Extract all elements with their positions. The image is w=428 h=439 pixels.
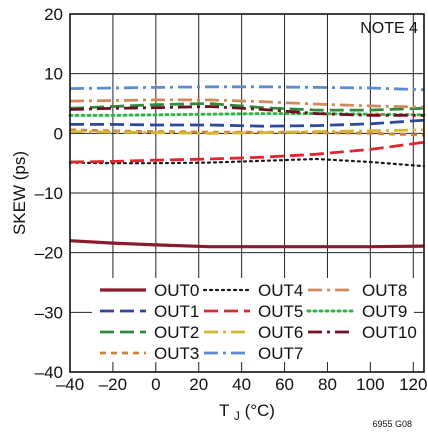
- y-tick-label: 20: [44, 5, 63, 24]
- x-tick-label: 100: [356, 375, 384, 394]
- y-axis-label: SKEW (ps): [10, 151, 29, 235]
- plot-frame: [69, 13, 425, 373]
- tick-labels: –40 –20 0 20 40 60 80 100 120 –40 –30 –20 –10 0 10 20: [35, 5, 428, 394]
- series-line-out2: [69, 102, 425, 112]
- series-line-out10: [69, 105, 424, 117]
- series-line-out7: [69, 85, 425, 92]
- series-line-out6: [69, 128, 425, 135]
- x-tick-label: 20: [189, 375, 208, 394]
- x-tick-label: –40: [56, 375, 84, 394]
- series-line-out1: [70, 118, 425, 128]
- legend-label-out6: OUT6: [258, 323, 303, 342]
- legend-label-out5: OUT5: [258, 302, 303, 321]
- series-line-out0: [69, 239, 425, 249]
- legend-label-out10: OUT10: [362, 323, 417, 342]
- legend-label-out2: OUT2: [154, 323, 199, 342]
- legend-background: [92, 278, 414, 362]
- x-axis-label-subscript: J: [234, 409, 240, 423]
- x-axis-label-main: T: [219, 401, 229, 420]
- x-tick-label: 0: [151, 375, 160, 394]
- series-line-out8: [69, 98, 425, 109]
- legend-label-out9: OUT9: [362, 302, 407, 321]
- x-axis-label: T J (°C): [219, 401, 275, 424]
- legend-label-out1: OUT1: [154, 302, 199, 321]
- y-tick-label: 0: [54, 124, 63, 143]
- y-tick-label: –40: [35, 363, 63, 382]
- y-tick-label: –10: [35, 184, 63, 203]
- x-tick-label: 120: [399, 375, 427, 394]
- x-tick-label: –20: [99, 375, 127, 394]
- figure-id: 6955 G08: [372, 419, 412, 429]
- legend-label-out7: OUT7: [258, 344, 303, 363]
- legend: OUT0 OUT1 OUT2 OUT3 OUT4 OUT5 OUT6 OUT7 OUT8 OUT9…: [100, 281, 417, 363]
- x-tick-label: 40: [232, 375, 251, 394]
- y-tick-label: –20: [35, 244, 63, 263]
- series-line-out4: [68, 157, 426, 168]
- x-tick-label: 80: [318, 375, 337, 394]
- legend-label-out8: OUT8: [362, 281, 407, 300]
- series-layer: [68, 85, 426, 249]
- y-tick-label: 10: [44, 65, 63, 84]
- x-tick-label: 60: [275, 375, 294, 394]
- legend-label-out0: OUT0: [154, 281, 199, 300]
- series-line-out5: [69, 140, 425, 164]
- legend-label-out3: OUT3: [154, 344, 199, 363]
- note-annotation: NOTE 4: [360, 20, 418, 37]
- legend-label-out4: OUT4: [258, 281, 303, 300]
- x-axis-label-unit: (°C): [245, 401, 275, 420]
- y-tick-label: –30: [35, 303, 63, 322]
